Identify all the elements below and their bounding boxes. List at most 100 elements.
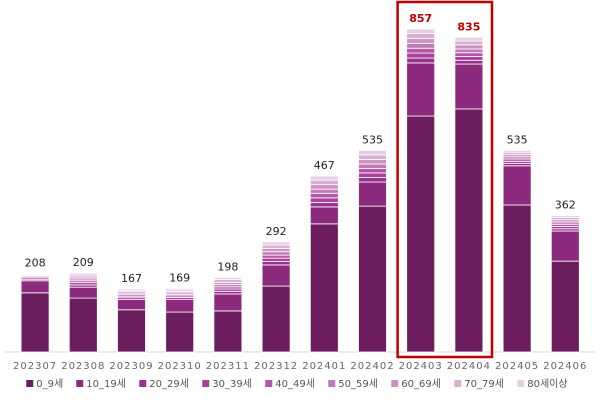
bar-segment [407,63,435,116]
total-label: 198 [217,260,238,273]
bar-segment [310,176,338,180]
total-label: 535 [362,133,383,146]
bar-segment [214,311,242,352]
legend-swatch [328,380,335,387]
bar-segment [407,38,435,43]
bar-segment [503,205,531,352]
bar-segment [359,159,387,164]
bar-segment [551,231,579,261]
x-tick-label: 202311 [206,361,250,372]
bar-segment [310,202,338,207]
bar-segment [166,312,194,352]
bar-segment [407,58,435,63]
bar-segment [455,45,483,49]
bar-segment [310,189,338,193]
bar-segment [262,265,290,286]
x-tick-label: 202402 [350,361,394,372]
bar-segment [262,245,290,248]
legend-label: 50_59세 [338,378,378,390]
bar-segment [262,248,290,251]
bar-segment [262,258,290,261]
bar-segment [262,252,290,255]
x-tick-label: 202405 [495,361,539,372]
bar-segment [359,155,387,160]
bar-segment [455,64,483,109]
legend-label: 20_29세 [149,378,189,390]
total-label: 169 [169,271,190,284]
bar-segment [118,310,146,352]
total-label: 835 [457,20,480,33]
x-tick-label: 202307 [13,361,57,372]
bar-segment [407,53,435,58]
bar-segment [455,41,483,45]
bar-segment [359,164,387,169]
bar-segment [359,168,387,173]
x-tick-label: 202403 [399,361,443,372]
total-label: 467 [314,159,335,172]
bar-segment [503,150,531,152]
bar-segment [407,116,435,352]
legend-label: 10_19세 [86,378,126,390]
legend-swatch [391,380,398,387]
total-label: 857 [409,12,432,25]
bar-segment [407,34,435,39]
bar-segment [310,198,338,203]
bar-segment [407,48,435,53]
bar-segment [551,216,579,218]
bar-segment [166,288,194,290]
x-tick-label: 202404 [447,361,491,372]
x-tick-label: 202401 [302,361,346,372]
bar-segment [407,43,435,48]
legend-swatch [517,380,524,387]
legend-label: 30_39세 [212,378,252,390]
bar-segment [455,109,483,352]
total-label: 292 [266,225,287,238]
x-tick-label: 202310 [158,361,202,372]
bar-segment [214,277,242,279]
bar-segment [455,57,483,61]
bar-segment [69,273,97,275]
legend-label: 60_69세 [401,378,441,390]
total-label: 167 [121,272,142,285]
bar-segment [310,180,338,185]
bar-segment [551,261,579,352]
legend-swatch [265,380,272,387]
bar-segment [69,287,97,298]
bar-segment [359,150,387,155]
bar-segment [262,255,290,258]
bar-segment [310,224,338,352]
bar-segment [455,60,483,64]
total-label: 362 [555,199,576,212]
legend-swatch [76,380,83,387]
bar-segment [262,242,290,245]
bar-segment [310,207,338,224]
total-label: 208 [25,257,46,270]
legend-swatch [26,380,33,387]
x-tick-label: 202312 [254,361,298,372]
bar-segment [262,286,290,352]
x-tick-label: 202309 [109,361,153,372]
bar-segment [310,185,338,190]
bar-segment [21,281,49,293]
bar-segment [359,177,387,182]
legend-label: 40_49세 [275,378,315,390]
total-label: 209 [73,256,94,269]
legend-label: 0_9세 [36,378,63,390]
bar-segment [359,182,387,206]
bar-segment [118,289,146,290]
legend-label: 70_79세 [464,378,504,390]
bar-segment [503,166,531,205]
bar-segment [455,37,483,41]
bar-segment [118,300,146,310]
bar-segment [455,53,483,57]
legend-swatch [139,380,146,387]
bar-segment [166,299,194,312]
bar-segment [407,29,435,34]
bar-segment [262,262,290,265]
bar-segment [21,293,49,352]
bar-segment [214,294,242,311]
total-label: 535 [507,133,528,146]
legend-swatch [454,380,461,387]
bar-segment [455,49,483,53]
